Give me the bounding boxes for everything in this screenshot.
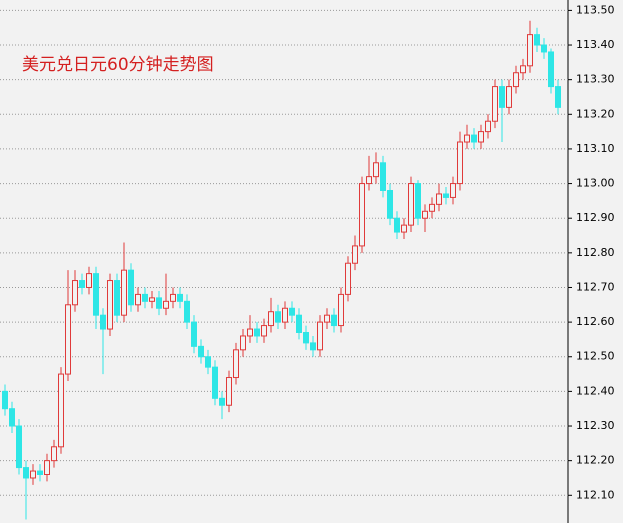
candle-body xyxy=(296,314,302,334)
candle-body xyxy=(303,332,309,344)
y-tick-label: 112.70 xyxy=(576,280,615,293)
y-tick-label: 113.00 xyxy=(576,177,615,190)
candle-body xyxy=(226,377,232,406)
y-tick-label: 113.50 xyxy=(576,3,615,16)
candle-body xyxy=(79,280,85,288)
candle-body xyxy=(177,293,183,302)
candle-body xyxy=(142,293,148,302)
chart-title: 美元兑日元60分钟走势图 xyxy=(22,55,214,75)
candle-body xyxy=(23,467,29,479)
candle-body xyxy=(415,183,421,219)
candle-body xyxy=(212,366,218,399)
candle-body xyxy=(506,86,512,108)
candle-body xyxy=(401,224,407,233)
y-tick-label: 112.20 xyxy=(576,454,615,467)
candle-body xyxy=(268,311,274,327)
candle-body xyxy=(352,245,358,264)
candle-body xyxy=(135,293,141,306)
candle-body xyxy=(436,193,442,205)
candle-body xyxy=(44,460,50,476)
candle-body xyxy=(30,470,36,479)
candle-body xyxy=(163,300,169,309)
candle-body xyxy=(394,217,400,233)
candle-body xyxy=(9,408,15,427)
candle-body xyxy=(492,86,498,122)
candle-body xyxy=(219,397,225,406)
candle-body xyxy=(520,65,526,74)
candle-body xyxy=(254,328,260,337)
candle-body xyxy=(16,425,22,469)
candle-body xyxy=(478,131,484,143)
candle-body xyxy=(198,345,204,358)
candle-body xyxy=(58,373,64,448)
candle-body xyxy=(289,307,295,316)
candle-body xyxy=(156,297,162,309)
candle-body xyxy=(345,262,351,295)
candle-body xyxy=(555,86,561,108)
candle-body xyxy=(205,356,211,368)
y-tick-label: 113.30 xyxy=(576,73,615,86)
candle-body xyxy=(429,203,435,212)
candle-body xyxy=(471,134,477,143)
candle-body xyxy=(534,34,540,46)
candle-body xyxy=(2,390,8,410)
candle-body xyxy=(443,193,449,198)
candle-body xyxy=(408,183,414,226)
candle-body xyxy=(184,300,190,323)
candle-body xyxy=(366,176,372,185)
candle-body xyxy=(387,189,393,219)
candle-body xyxy=(275,311,281,323)
candle-body xyxy=(359,183,365,247)
candle-body xyxy=(324,314,330,323)
candle-body xyxy=(65,304,71,375)
y-tick-label: 113.40 xyxy=(576,38,615,51)
candle-body xyxy=(121,269,127,316)
candle-body xyxy=(548,51,554,88)
candle-body xyxy=(37,470,43,476)
y-tick-label: 112.60 xyxy=(576,315,615,328)
candle-body xyxy=(513,72,519,88)
y-tick-label: 112.10 xyxy=(576,488,615,501)
y-tick-label: 112.30 xyxy=(576,419,615,432)
candle-body xyxy=(72,280,78,306)
y-tick-label: 112.50 xyxy=(576,350,615,363)
candle-body xyxy=(541,44,547,53)
y-tick-label: 112.90 xyxy=(576,211,615,224)
candle-body xyxy=(170,293,176,302)
candle-body xyxy=(240,335,246,351)
candle-body xyxy=(464,134,470,143)
candle-body xyxy=(527,34,533,67)
candle-body xyxy=(373,162,379,178)
candle-body xyxy=(191,321,197,347)
candle-body xyxy=(93,273,99,316)
candle-body xyxy=(422,210,428,219)
candle-body xyxy=(149,297,155,302)
candle-body xyxy=(247,328,253,337)
candle-body xyxy=(450,183,456,198)
candle-body xyxy=(457,141,463,185)
candle-body xyxy=(86,273,92,288)
y-tick-label: 112.40 xyxy=(576,384,615,397)
candle-body xyxy=(310,342,316,351)
candle-body xyxy=(107,280,113,330)
candle-body xyxy=(100,314,106,330)
y-tick-label: 112.80 xyxy=(576,246,615,259)
candle-body xyxy=(114,280,120,316)
candle-body xyxy=(261,325,267,337)
candle-body xyxy=(317,321,323,351)
candle-body xyxy=(128,269,134,306)
candle-body xyxy=(233,349,239,379)
y-tick-label: 113.20 xyxy=(576,107,615,120)
candle-body xyxy=(485,120,491,133)
candle-body xyxy=(331,314,337,327)
candle-body xyxy=(380,162,386,191)
candle-body xyxy=(282,307,288,323)
candle-body xyxy=(338,293,344,327)
candle-body xyxy=(51,446,57,462)
candle-body xyxy=(499,86,505,108)
y-tick-label: 113.10 xyxy=(576,142,615,155)
